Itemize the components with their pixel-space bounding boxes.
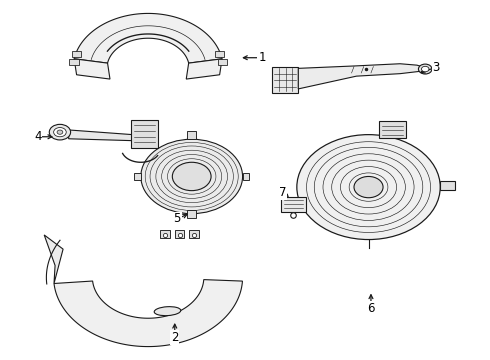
Polygon shape (69, 130, 134, 141)
Text: 6: 6 (367, 302, 375, 315)
Circle shape (172, 162, 211, 191)
Text: 2: 2 (171, 331, 178, 344)
Text: 5: 5 (173, 212, 181, 225)
Circle shape (418, 64, 432, 74)
Circle shape (354, 176, 383, 198)
Polygon shape (215, 51, 224, 57)
Text: 1: 1 (258, 51, 266, 64)
Polygon shape (189, 230, 199, 238)
Text: 7: 7 (279, 186, 287, 199)
Text: 4: 4 (34, 130, 42, 143)
Circle shape (141, 139, 243, 214)
Polygon shape (72, 51, 81, 57)
Polygon shape (281, 197, 306, 212)
Polygon shape (271, 67, 298, 93)
Bar (243, 172, 249, 180)
Polygon shape (175, 230, 184, 238)
Polygon shape (298, 64, 424, 89)
Polygon shape (131, 120, 158, 148)
Polygon shape (54, 280, 243, 347)
Circle shape (57, 130, 63, 134)
Ellipse shape (154, 307, 181, 316)
Circle shape (49, 124, 71, 140)
Circle shape (421, 66, 429, 72)
Polygon shape (186, 59, 222, 79)
Polygon shape (160, 230, 170, 238)
Polygon shape (440, 181, 455, 190)
Polygon shape (218, 59, 227, 65)
Polygon shape (69, 59, 78, 65)
Circle shape (53, 127, 66, 137)
Circle shape (297, 135, 440, 239)
Polygon shape (74, 13, 222, 63)
Polygon shape (74, 59, 110, 79)
Bar (187, 210, 196, 217)
Text: 3: 3 (433, 61, 440, 74)
Bar (187, 131, 196, 139)
Polygon shape (44, 235, 63, 283)
Bar (134, 172, 141, 180)
Polygon shape (379, 121, 406, 138)
